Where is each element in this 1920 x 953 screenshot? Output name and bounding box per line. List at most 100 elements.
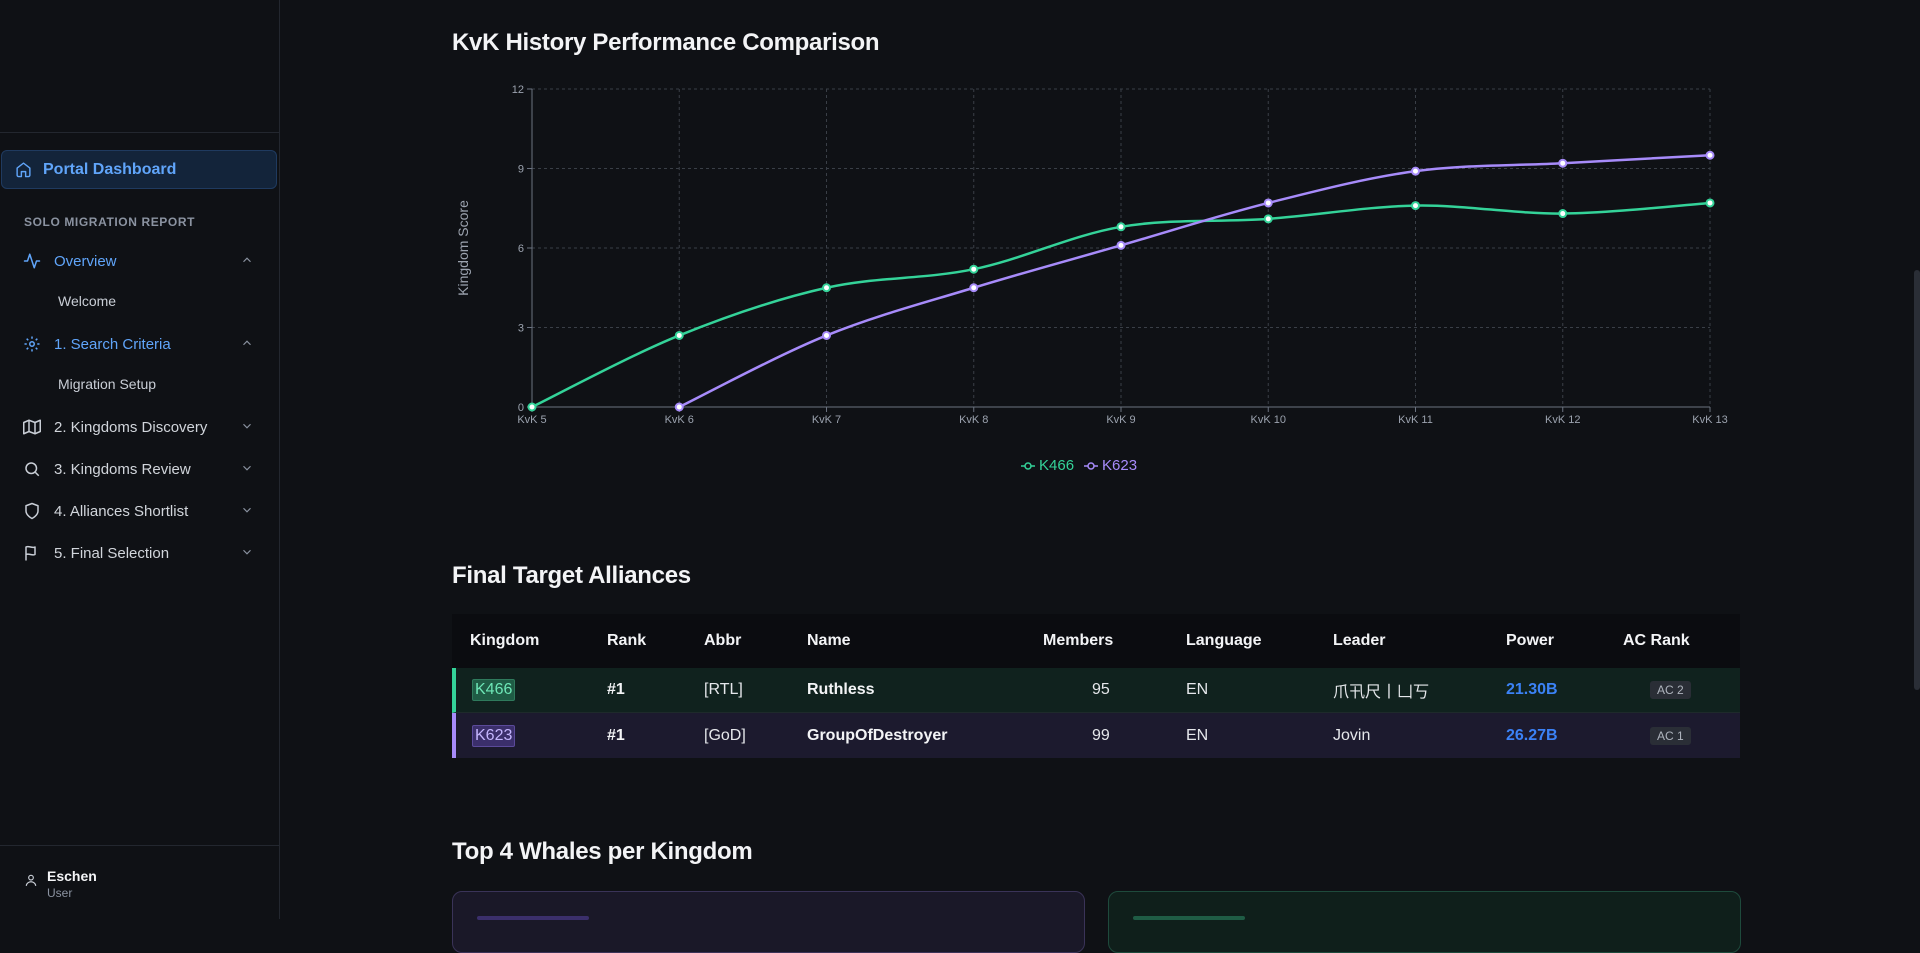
sub-item-welcome[interactable]: Welcome <box>58 293 117 309</box>
legend-k623-label: K623 <box>1102 457 1138 474</box>
table-row[interactable]: K623 #1 [GoD] GroupOfDestroyer 99 EN Jov… <box>452 713 1740 758</box>
flag-icon <box>22 543 42 563</box>
chevron-down-icon <box>240 461 254 479</box>
page-scrollbar[interactable] <box>1914 270 1920 690</box>
data-point-k466 <box>1411 201 1420 211</box>
x-tick-label: KvK 6 <box>665 414 694 426</box>
data-point-k623 <box>674 402 684 412</box>
abbr-cell: [RTL] <box>704 681 743 698</box>
activity-icon <box>22 251 42 271</box>
kvk-chart: 0 3 6 9 12 KvK 5 KvK 6 KvK 7 KvK 8 KvK 9 KvK 10 KvK… <box>452 78 1742 488</box>
legend-k466[interactable]: K466 <box>1021 457 1074 474</box>
data-point-k466 <box>1263 214 1273 224</box>
kingdom-badge[interactable]: K623 <box>472 724 516 747</box>
th-rank[interactable]: Rank <box>607 632 647 649</box>
table-title: Final Target Alliances <box>452 562 691 589</box>
table-row[interactable]: K466 #1 [RTL] Ruthless 95 EN 爪卂尺丨凵丂 21.3… <box>452 668 1740 713</box>
nav-kingdoms-review[interactable]: 3. Kingdoms Review <box>22 455 254 483</box>
language-cell: EN <box>1186 681 1209 698</box>
nav-final-selection[interactable]: 5. Final Selection <box>22 539 254 567</box>
th-name[interactable]: Name <box>807 632 851 649</box>
table-header: Kingdom Rank Abbr Name Members Language … <box>452 614 1740 668</box>
gear-icon <box>22 334 42 354</box>
x-tick-label: KvK 8 <box>959 414 988 426</box>
th-leader[interactable]: Leader <box>1333 632 1386 649</box>
data-point-k623 <box>1558 158 1568 168</box>
x-tick-label: KvK 9 <box>1106 414 1135 426</box>
chart-legend: K466 K623 <box>1021 457 1147 474</box>
data-point-k466 <box>1116 222 1126 232</box>
legend-k466-label: K466 <box>1039 457 1075 474</box>
series-line-k623 <box>678 154 1711 409</box>
data-point-k466 <box>674 330 684 340</box>
y-axis-label: Kingdom Score <box>455 200 471 296</box>
section-label: SOLO MIGRATION REPORT <box>24 215 196 229</box>
nav-search-criteria-label: 1. Search Criteria <box>54 335 171 353</box>
th-abbr[interactable]: Abbr <box>704 632 742 649</box>
chevron-up-icon <box>240 336 254 354</box>
chevron-down-icon <box>240 503 254 521</box>
data-point-k466 <box>1558 209 1568 219</box>
nav-overview-label: Overview <box>54 252 117 270</box>
x-tick-label: KvK 5 <box>517 414 546 426</box>
whales-title: Top 4 Whales per Kingdom <box>452 838 753 865</box>
data-point-k623 <box>822 330 831 340</box>
y-tick-label: 9 <box>518 164 524 176</box>
data-point-k466 <box>1705 198 1715 208</box>
x-tick-label: KvK 10 <box>1251 414 1286 426</box>
data-point-k466 <box>822 283 831 293</box>
th-ac-rank[interactable]: AC Rank <box>1623 632 1690 649</box>
whales-card-k466 <box>452 891 1085 953</box>
power-cell: 21.30B <box>1506 681 1558 698</box>
leader-cell: Jovin <box>1333 726 1371 744</box>
legend-k623[interactable]: K623 <box>1084 457 1137 474</box>
chart-title: KvK History Performance Comparison <box>452 29 880 56</box>
card-header-strip <box>1133 916 1245 920</box>
nav-kingdoms-discovery[interactable]: 2. Kingdoms Discovery <box>22 413 254 441</box>
kingdom-badge[interactable]: K466 <box>472 679 516 701</box>
nav-kingdoms-discovery-label: 2. Kingdoms Discovery <box>54 418 208 436</box>
search-icon <box>22 459 42 479</box>
x-tick-label: KvK 12 <box>1545 414 1580 426</box>
power-cell: 26.27B <box>1506 726 1558 744</box>
legend-k623-marker <box>1084 461 1099 470</box>
user-area[interactable]: Eschen User <box>0 845 279 919</box>
data-point-k623 <box>1263 198 1273 208</box>
whales-card-k623 <box>1108 891 1741 953</box>
language-cell: EN <box>1186 726 1209 744</box>
th-language[interactable]: Language <box>1186 632 1262 649</box>
th-power[interactable]: Power <box>1506 632 1555 649</box>
chevron-down-icon <box>240 419 254 437</box>
nav-alliances-shortlist[interactable]: 4. Alliances Shortlist <box>22 497 254 525</box>
sub-item-migration-setup[interactable]: Migration Setup <box>58 376 157 392</box>
portal-dashboard-label: Portal Dashboard <box>43 160 177 178</box>
nav-kingdoms-review-label: 3. Kingdoms Review <box>54 460 191 478</box>
card-header-strip <box>477 916 589 920</box>
data-point-k623 <box>969 283 979 293</box>
nav-alliances-shortlist-label: 4. Alliances Shortlist <box>54 502 189 520</box>
members-cell: 99 <box>1092 726 1110 744</box>
th-kingdom[interactable]: Kingdom <box>470 632 540 649</box>
chevron-up-icon <box>240 253 254 271</box>
nav-search-criteria[interactable]: 1. Search Criteria <box>22 330 254 358</box>
sidebar: Portal Dashboard SOLO MIGRATION REPORT O… <box>0 0 280 919</box>
x-tick-label: KvK 13 <box>1692 414 1727 426</box>
map-icon <box>22 417 42 437</box>
portal-dashboard-button[interactable]: Portal Dashboard <box>1 150 277 189</box>
name-cell: Ruthless <box>807 681 875 698</box>
data-point-k623 <box>1705 150 1715 160</box>
y-tick-label: 12 <box>512 84 524 96</box>
members-cell: 95 <box>1092 681 1110 698</box>
y-tick-label: 0 <box>518 402 524 414</box>
ac-rank-badge: AC 2 <box>1650 681 1691 699</box>
nav-overview[interactable]: Overview <box>22 247 254 275</box>
rank-cell: #1 <box>607 726 625 744</box>
data-point-k466 <box>527 402 537 412</box>
ac-rank-badge: AC 1 <box>1650 726 1691 745</box>
user-icon <box>24 873 38 892</box>
data-point-k466 <box>969 264 979 274</box>
leader-cell: 爪卂尺丨凵丂 <box>1333 684 1430 701</box>
th-members[interactable]: Members <box>1043 632 1114 649</box>
x-tick-label: KvK 11 <box>1398 414 1433 426</box>
kvk-chart-svg: 0 3 6 9 12 KvK 5 KvK 6 KvK 7 KvK 8 KvK 9 KvK 10 KvK… <box>455 84 1728 426</box>
